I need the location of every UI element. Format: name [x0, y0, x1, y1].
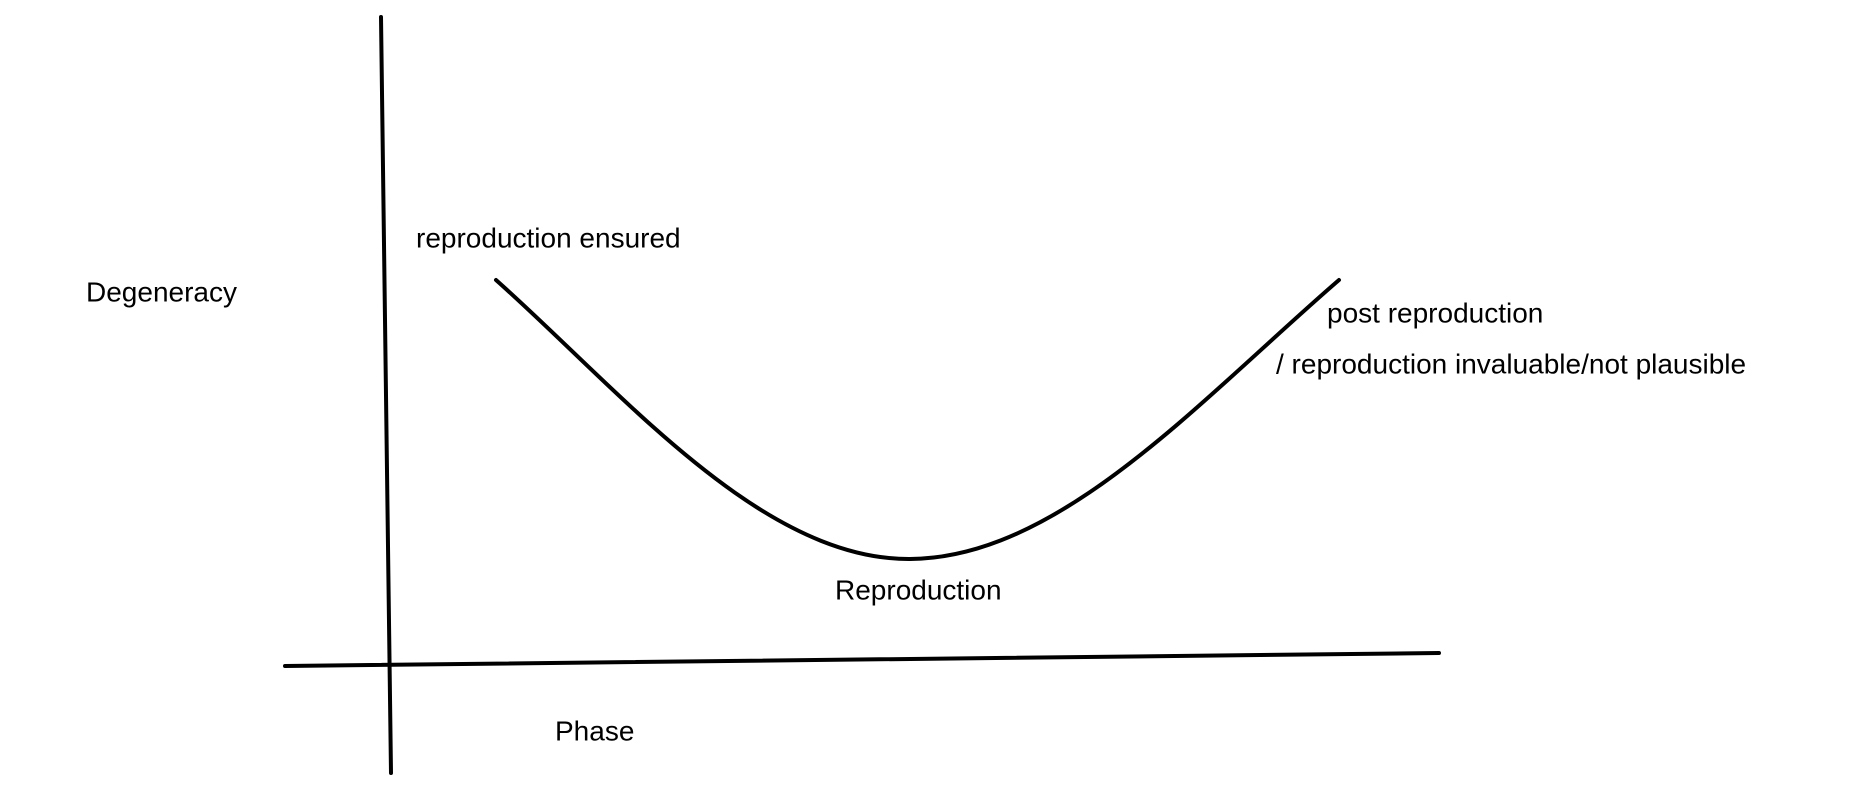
x-axis-label: Phase	[555, 715, 634, 746]
annotation: / reproduction invaluable/not plausible	[1276, 348, 1746, 379]
degeneracy-curve	[494, 278, 1341, 562]
annotation: post reproduction	[1327, 297, 1543, 328]
y-axis-label: Degeneracy	[86, 276, 237, 307]
annotation: Reproduction	[835, 574, 1002, 605]
vertical-axis	[379, 15, 393, 775]
annotation: reproduction ensured	[416, 222, 681, 253]
horizontal-axis	[283, 651, 1441, 668]
